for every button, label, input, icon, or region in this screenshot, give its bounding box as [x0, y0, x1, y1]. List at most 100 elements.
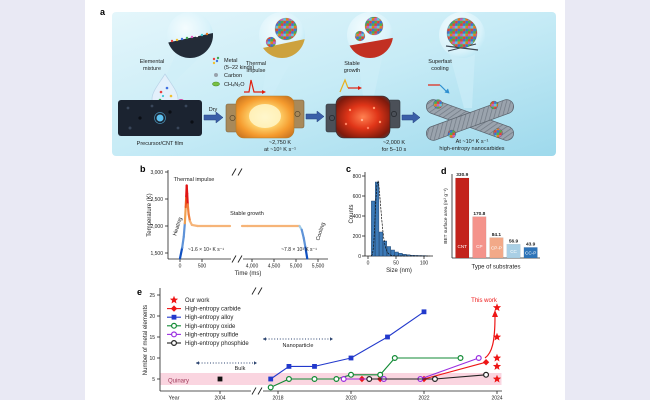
- magnifier-cone: [449, 52, 475, 108]
- stage3-rate-label: At ~10⁴ K s⁻¹: [456, 138, 489, 145]
- magnifier-cone: [357, 52, 383, 105]
- marker-star: [492, 362, 502, 370]
- stage3-product-label: high-entropy nanocarbides: [439, 146, 504, 152]
- metal-dots-icon: [212, 56, 220, 65]
- magnifier-content-nanocarbide: [445, 17, 479, 52]
- temperature-curve: [184, 195, 188, 209]
- marker-square: [348, 355, 354, 361]
- thermal-impulse-label: Thermal: [246, 61, 266, 67]
- magnifier-content-mixture: [167, 32, 213, 58]
- panel-label-d: d: [441, 166, 447, 176]
- y-tick-label: 200: [353, 234, 362, 240]
- marker-square: [385, 334, 390, 340]
- x-tick-label: 0: [367, 261, 370, 267]
- temperature-curve: [304, 246, 309, 260]
- marker-square: [217, 376, 223, 382]
- y-tick-label: 20: [149, 314, 155, 320]
- axis-break-icon: [251, 387, 257, 395]
- y-tick-label: 25: [149, 293, 155, 299]
- axis-break-mask: [251, 387, 263, 395]
- axis-break-icon: [257, 287, 263, 295]
- bar-value-label: 330.9: [456, 172, 468, 178]
- marker-square: [421, 309, 427, 315]
- panel-a: Elemental mixture Metal (5–22 kinds) Car…: [112, 12, 556, 156]
- temperature-curve: [182, 222, 186, 238]
- annotation-heating-rate: ~1.6 × 10⁴ K s⁻¹: [188, 247, 225, 253]
- legend-label: High-entropy phosphide: [185, 341, 249, 347]
- panel-c-chart: 0 200 400 600 800 0 50 100 Counts Size (nm): [349, 172, 433, 274]
- panel-label-e: e: [137, 287, 142, 297]
- bet-bar: [455, 177, 470, 259]
- marker-square: [312, 364, 317, 369]
- marker-star: [492, 374, 502, 383]
- annotation-stable-growth: Stable growth: [230, 211, 264, 217]
- y-tick-label: 2,000: [150, 224, 163, 230]
- era-label: Bulk: [235, 366, 246, 372]
- x-tick-label: 2018: [272, 396, 283, 400]
- marker-star: [492, 353, 502, 362]
- axis-break-icon: [257, 387, 263, 395]
- arrowhead-icon: [196, 361, 199, 365]
- histogram-bar: [390, 249, 395, 257]
- temperature-curve: [186, 203, 190, 216]
- marker-circle: [311, 376, 318, 383]
- arrowhead-icon: [492, 310, 498, 317]
- marker-star: [492, 303, 502, 312]
- legend-label: High-entropy alloy: [185, 315, 233, 321]
- marker-circle: [431, 376, 438, 383]
- bar-category-label: CP: [476, 244, 482, 249]
- magnifier-cone: [261, 52, 295, 102]
- legend-label: High-entropy carbide: [185, 307, 241, 313]
- histogram-bar: [371, 200, 376, 257]
- magnifier-cone: [164, 52, 203, 84]
- y-axis-label: Counts: [349, 204, 355, 223]
- thermal-impulse-icon: [244, 79, 266, 94]
- era-label: Nanoparticle: [283, 343, 314, 349]
- bar-value-label: 84.1: [492, 232, 502, 238]
- marker-circle: [483, 371, 490, 378]
- annotation-heating: Heating: [172, 217, 184, 237]
- precursor-film-label: Precursor/CNT film: [137, 141, 184, 147]
- legend-label: Our work: [185, 298, 210, 304]
- temperature-curve: [186, 192, 189, 206]
- carbon-dot-icon: [214, 73, 218, 77]
- bet-bar: [472, 216, 487, 259]
- x-tick-label: 0: [179, 264, 182, 270]
- legend-urea-label: CH₄N₂O: [224, 82, 245, 88]
- axis-break-icon: [231, 168, 237, 176]
- arrowhead-icon: [330, 337, 333, 341]
- bar-category-label: CNT: [458, 244, 468, 249]
- stage2-time-label: for 5–10 s: [382, 147, 407, 153]
- histogram-bar: [394, 251, 399, 257]
- y-tick-label: 1,500: [150, 251, 163, 257]
- histogram-bar: [398, 252, 403, 257]
- x-tick-label: 500: [198, 264, 207, 270]
- y-axis-label: BET surface area (m² g⁻¹): [443, 188, 449, 244]
- legend-metal-label: (5–22 kinds): [224, 65, 254, 71]
- x-axis-label: Time (ms): [235, 271, 262, 277]
- marker-star: [492, 332, 502, 341]
- x-tick-label: 100: [420, 261, 429, 267]
- marker-circle: [377, 371, 384, 378]
- series-line: [270, 311, 425, 380]
- marker-diamond: [170, 305, 178, 312]
- histogram-bar: [382, 240, 387, 257]
- arrowhead-icon: [263, 337, 266, 341]
- y-tick-label: 2,500: [150, 197, 163, 203]
- axis-break-icon: [231, 255, 237, 263]
- panel-b-chart: 1,500 2,000 2,500 3,000 0 500 4,000 4,500 5,000 5…: [147, 168, 328, 277]
- temperature-curve: [183, 206, 187, 225]
- stable-growth-icon: [339, 78, 362, 93]
- bar-category-label: CC-P: [525, 250, 536, 255]
- y-tick-label: 3,000: [150, 170, 163, 176]
- marker-square: [171, 314, 177, 320]
- histogram-bar: [375, 181, 380, 257]
- x-tick-label: 4,500: [268, 264, 281, 270]
- panel-label-a: a: [100, 7, 106, 17]
- reactor-tube-growth: [325, 95, 401, 139]
- x-axis-label: Type of substrates: [471, 265, 520, 271]
- temperature-curve: [302, 236, 307, 249]
- histogram-bar: [379, 231, 384, 257]
